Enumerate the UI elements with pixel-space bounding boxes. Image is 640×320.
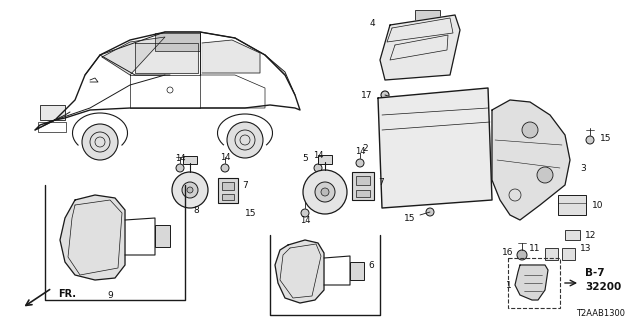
- Circle shape: [301, 209, 309, 217]
- Circle shape: [426, 208, 434, 216]
- Polygon shape: [202, 40, 260, 73]
- Polygon shape: [492, 100, 570, 220]
- Text: B-7: B-7: [585, 268, 605, 278]
- Bar: [222, 194, 234, 200]
- Polygon shape: [102, 37, 165, 75]
- Circle shape: [356, 159, 364, 167]
- Bar: [352, 172, 374, 200]
- Text: 14: 14: [313, 150, 323, 159]
- Circle shape: [522, 122, 538, 138]
- Circle shape: [221, 164, 229, 172]
- Polygon shape: [378, 88, 492, 208]
- Circle shape: [187, 187, 193, 193]
- Bar: [218, 178, 238, 203]
- Text: 1: 1: [506, 281, 512, 290]
- Text: 5: 5: [302, 154, 308, 163]
- Bar: [565, 230, 580, 240]
- Bar: [508, 258, 560, 308]
- Text: 10: 10: [592, 201, 604, 210]
- Text: 8: 8: [193, 205, 199, 214]
- Circle shape: [314, 164, 322, 172]
- Circle shape: [82, 124, 118, 160]
- Text: 11: 11: [529, 244, 540, 252]
- Bar: [318, 155, 332, 164]
- Circle shape: [182, 182, 198, 198]
- Text: 14: 14: [355, 147, 365, 156]
- Circle shape: [303, 170, 347, 214]
- Text: 2: 2: [362, 143, 368, 153]
- Text: 4: 4: [369, 19, 375, 28]
- Circle shape: [517, 250, 527, 260]
- Bar: [155, 225, 170, 247]
- Polygon shape: [380, 15, 460, 80]
- Circle shape: [382, 199, 388, 205]
- Text: 15: 15: [403, 213, 415, 222]
- Circle shape: [407, 122, 463, 178]
- Text: 15: 15: [245, 209, 257, 218]
- Text: 6: 6: [368, 260, 374, 269]
- Polygon shape: [275, 240, 324, 303]
- Bar: [545, 248, 558, 260]
- Text: 15: 15: [600, 133, 611, 142]
- Bar: [38, 122, 66, 132]
- Bar: [562, 248, 575, 260]
- Bar: [155, 33, 200, 51]
- Text: 7: 7: [242, 180, 248, 189]
- Circle shape: [480, 95, 486, 101]
- Text: 14: 14: [300, 215, 310, 225]
- Circle shape: [537, 167, 553, 183]
- Text: 13: 13: [580, 244, 591, 252]
- Circle shape: [176, 164, 184, 172]
- Bar: [350, 262, 364, 280]
- Circle shape: [227, 122, 263, 158]
- Text: FR.: FR.: [58, 289, 76, 299]
- Bar: [183, 156, 197, 164]
- Circle shape: [315, 182, 335, 202]
- Text: 32200: 32200: [585, 282, 621, 292]
- Text: 14: 14: [175, 154, 185, 163]
- Bar: [356, 190, 370, 197]
- Circle shape: [321, 188, 329, 196]
- Circle shape: [387, 102, 393, 108]
- Text: 7: 7: [378, 178, 384, 187]
- Polygon shape: [515, 265, 548, 300]
- Bar: [415, 10, 440, 22]
- Polygon shape: [60, 195, 125, 280]
- Bar: [558, 195, 586, 215]
- Circle shape: [381, 91, 389, 99]
- Circle shape: [172, 172, 208, 208]
- Text: T2AAB1300: T2AAB1300: [576, 308, 625, 317]
- Bar: [356, 176, 370, 185]
- Text: 16: 16: [502, 247, 513, 257]
- Bar: [40, 105, 65, 120]
- Text: 3: 3: [580, 164, 586, 172]
- Circle shape: [586, 136, 594, 144]
- Text: 14: 14: [220, 153, 230, 162]
- Bar: [222, 182, 234, 190]
- Circle shape: [485, 192, 491, 198]
- Text: 9: 9: [107, 291, 113, 300]
- Text: 12: 12: [585, 230, 596, 239]
- Text: 17: 17: [360, 91, 372, 100]
- Polygon shape: [135, 43, 198, 73]
